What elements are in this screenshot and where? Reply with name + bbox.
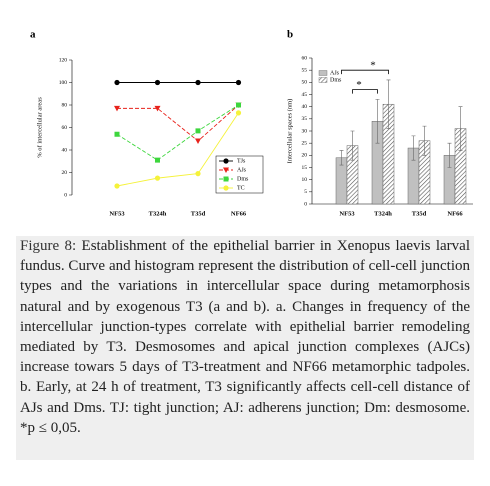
marker [154, 79, 161, 86]
marker [195, 138, 201, 144]
series-line [117, 104, 239, 142]
marker [154, 105, 161, 112]
y-tick-label: 40 [302, 104, 308, 110]
y-tick-label: 0 [304, 201, 307, 207]
y-axis-label: Intercellular spaces (nm) [286, 99, 293, 164]
marker [223, 167, 229, 173]
y-tick-label: 30 [302, 128, 308, 134]
y-tick-label: 60 [302, 55, 308, 61]
significance: * [370, 60, 376, 72]
marker [114, 105, 120, 112]
caption-text: Establishment of the epithelial barrier … [20, 238, 470, 436]
x-tick-label: NF53 [339, 210, 355, 217]
legend-label: TC [237, 185, 245, 191]
error-bar [447, 142, 452, 168]
bracket [341, 69, 389, 75]
marker [223, 176, 229, 182]
y-tick-label: 0 [64, 192, 67, 198]
marker [236, 102, 241, 108]
y-tick-label: 5 [304, 189, 307, 195]
marker [235, 110, 242, 116]
caption: Figure 8: Establishment of the epithelia… [16, 236, 474, 460]
panel-label: b [287, 29, 293, 41]
x-tick-label: NF53 [109, 210, 125, 217]
legend-label: Dms [237, 176, 249, 182]
marker [114, 183, 120, 189]
x-tick-label: NF66 [447, 210, 463, 217]
marker [195, 128, 201, 134]
marker [223, 185, 229, 191]
y-tick-label: 50 [302, 80, 308, 86]
legend-label: TJs [237, 158, 246, 164]
y-tick-label: 20 [62, 170, 68, 176]
legend-label: AJs [330, 70, 340, 76]
bracket [352, 89, 378, 94]
y-tick-label: 20 [302, 153, 308, 159]
error-bar [339, 150, 344, 166]
marker [114, 79, 120, 86]
legend-swatch [318, 70, 328, 76]
series-line [116, 112, 239, 187]
y-tick-label: 45 [302, 92, 308, 98]
error-bar [411, 135, 416, 161]
x-tick-label: T324h [374, 210, 392, 217]
error-bar [386, 79, 391, 129]
series-line [116, 104, 239, 161]
legend-label: Dms [330, 77, 342, 83]
marker [114, 131, 120, 137]
legend-swatch [318, 77, 328, 83]
y-tick-label: 80 [62, 102, 68, 108]
y-tick-label: 15 [302, 165, 308, 171]
error-bar [350, 130, 355, 161]
marker [223, 158, 229, 164]
y-tick-label: 10 [302, 177, 308, 183]
y-axis-label: % of intercellular areas [36, 97, 43, 158]
panel-label: a [30, 29, 36, 41]
y-tick-label: 60 [62, 125, 68, 131]
marker [195, 79, 201, 86]
x-tick-label: T35d [191, 210, 206, 217]
y-tick-label: 120 [59, 57, 68, 63]
x-tick-label: T324h [149, 210, 167, 217]
error-bar [422, 125, 427, 156]
marker [235, 79, 242, 86]
error-bar [375, 99, 380, 144]
legend-label: AJs [237, 167, 247, 173]
significance: * [356, 79, 362, 91]
x-tick-label: NF66 [231, 210, 247, 217]
y-tick-label: 55 [302, 67, 308, 73]
marker [154, 175, 161, 181]
y-tick-label: 35 [302, 116, 308, 122]
marker [195, 171, 201, 177]
x-tick-label: T35d [412, 210, 427, 217]
y-tick-label: 40 [62, 147, 68, 153]
marker [155, 157, 160, 163]
error-bar [458, 106, 463, 151]
y-tick-label: 100 [59, 80, 68, 86]
y-tick-label: 25 [302, 140, 308, 146]
caption-label: Figure 8: [20, 238, 77, 254]
